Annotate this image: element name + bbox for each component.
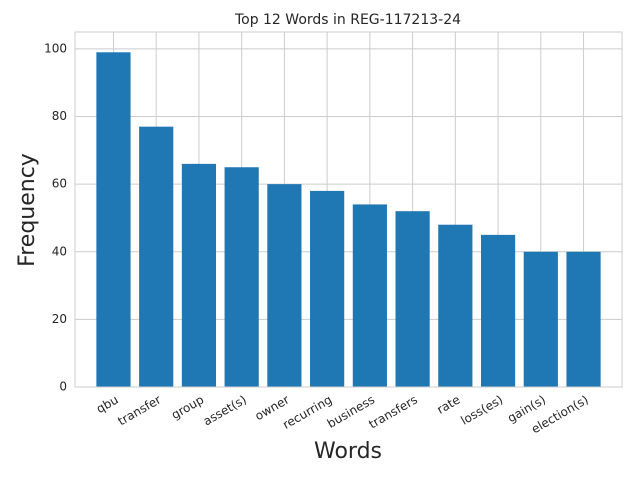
- y-tick-label: 20: [52, 312, 67, 326]
- y-tick-label: 100: [44, 41, 67, 55]
- y-axis-label: Frequency: [15, 153, 40, 267]
- bar: [395, 211, 430, 387]
- bar: [96, 52, 131, 388]
- bar: [224, 167, 259, 387]
- y-tick-label: 40: [52, 244, 67, 258]
- bar: [566, 251, 601, 387]
- y-tick-label: 0: [59, 380, 67, 394]
- bar: [181, 163, 217, 387]
- bar: [523, 251, 558, 387]
- plot-frame: [74, 31, 623, 388]
- bar: [352, 204, 387, 387]
- bar: [139, 126, 174, 388]
- y-tick-label: 60: [52, 177, 67, 191]
- bar: [438, 224, 473, 387]
- x-axis-label: Words: [314, 439, 382, 464]
- y-tick-label: 80: [52, 109, 67, 123]
- chart-title: Top 12 Words in REG-117213-24: [234, 12, 461, 28]
- bar: [310, 190, 345, 387]
- bar: [267, 184, 302, 387]
- bar: [480, 234, 516, 387]
